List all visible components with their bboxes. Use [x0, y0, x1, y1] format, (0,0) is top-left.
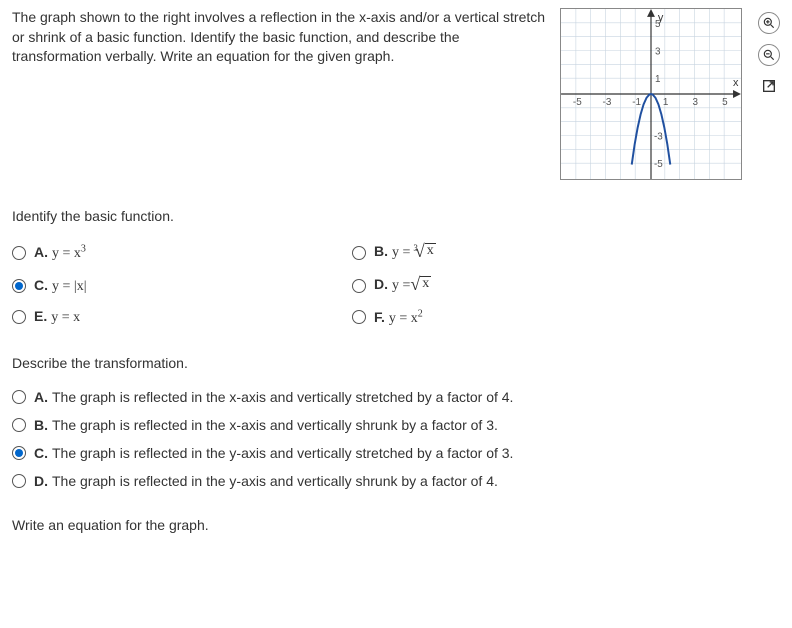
q1-option-b[interactable]: B.y = 3√x — [352, 242, 652, 263]
radio-icon — [12, 446, 26, 460]
radio-icon — [12, 418, 26, 432]
radio-icon — [352, 310, 366, 324]
q2-option-d[interactable]: D.The graph is reflected in the y-axis a… — [12, 473, 780, 489]
q1-options: A.y = x3 B.y = 3√x C.y = |x| D.y = √x E.… — [12, 242, 652, 327]
q2-option-c[interactable]: C.The graph is reflected in the y-axis a… — [12, 445, 780, 461]
svg-text:x: x — [733, 77, 739, 89]
q1-option-d[interactable]: D.y = √x — [352, 275, 652, 296]
svg-text:3: 3 — [693, 97, 699, 108]
open-new-window-icon[interactable] — [759, 76, 779, 96]
svg-text:-3: -3 — [654, 131, 663, 142]
q1-label: Identify the basic function. — [12, 208, 780, 224]
svg-text:y: y — [658, 12, 664, 24]
q1-option-c[interactable]: C.y = |x| — [12, 275, 312, 296]
svg-text:1: 1 — [655, 74, 661, 85]
q3-label: Write an equation for the graph. — [12, 517, 780, 533]
radio-icon — [12, 279, 26, 293]
graph-svg: -5-3-1 135 531 -3-5 x y — [560, 8, 742, 180]
svg-text:-5: -5 — [573, 97, 582, 108]
radio-icon — [12, 474, 26, 488]
q1-option-f[interactable]: F.y = x2 — [352, 308, 652, 327]
q2-options: A.The graph is reflected in the x-axis a… — [12, 389, 780, 489]
radio-icon — [352, 246, 366, 260]
svg-text:3: 3 — [655, 46, 661, 57]
q1-option-a[interactable]: A.y = x3 — [12, 242, 312, 263]
radio-icon — [12, 246, 26, 260]
svg-text:-1: -1 — [632, 97, 641, 108]
q2-label: Describe the transformation. — [12, 355, 780, 371]
graph-panel: -5-3-1 135 531 -3-5 x y — [560, 8, 742, 180]
question-prompt: The graph shown to the right involves a … — [12, 8, 548, 67]
svg-text:-5: -5 — [654, 159, 663, 170]
radio-icon — [12, 310, 26, 324]
q2-option-b[interactable]: B.The graph is reflected in the x-axis a… — [12, 417, 780, 433]
q2-option-a[interactable]: A.The graph is reflected in the x-axis a… — [12, 389, 780, 405]
zoom-in-icon[interactable] — [758, 12, 780, 34]
svg-text:1: 1 — [663, 97, 669, 108]
zoom-out-icon[interactable] — [758, 44, 780, 66]
svg-text:-3: -3 — [603, 97, 612, 108]
radio-icon — [352, 279, 366, 293]
q1-option-e[interactable]: E.y = x — [12, 308, 312, 327]
radio-icon — [12, 390, 26, 404]
svg-text:5: 5 — [722, 97, 728, 108]
